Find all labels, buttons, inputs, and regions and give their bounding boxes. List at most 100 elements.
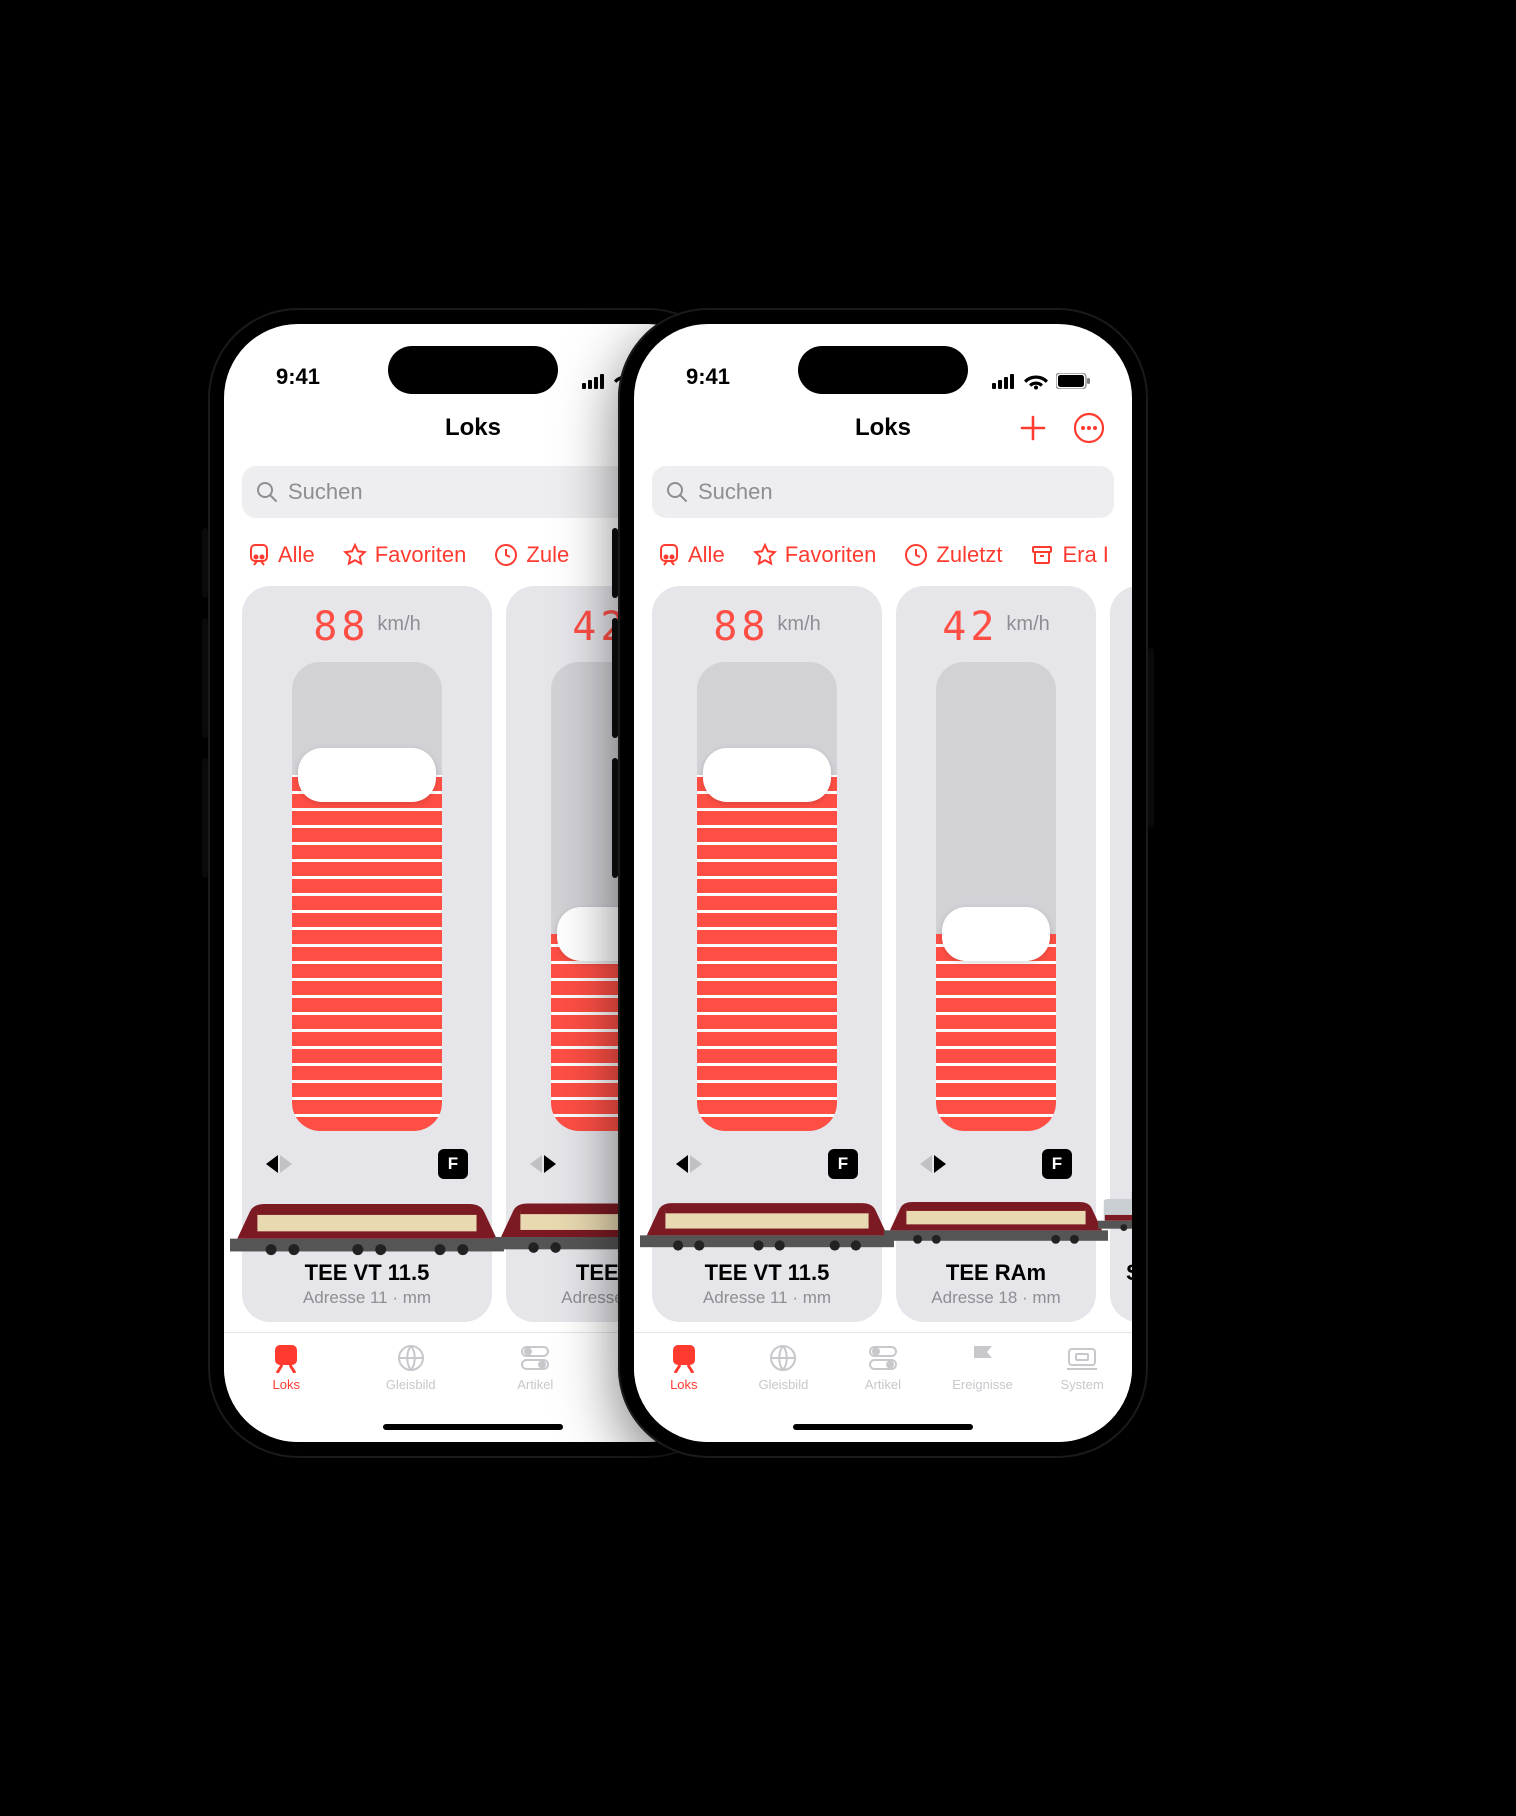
filter-favorites[interactable]: Favoriten xyxy=(343,542,467,568)
filter-fav-label: Favoriten xyxy=(375,542,467,568)
tab-gleisbild[interactable]: Gleisbild xyxy=(366,1343,456,1392)
home-indicator xyxy=(793,1424,973,1430)
device-icon xyxy=(1065,1343,1099,1373)
tab-artikel[interactable]: Artikel xyxy=(838,1343,928,1392)
tab-gleisbild[interactable]: Gleisbild xyxy=(738,1343,828,1392)
speed-slider[interactable] xyxy=(292,662,442,1131)
direction-toggle[interactable] xyxy=(676,1155,702,1173)
clock-icon xyxy=(494,543,518,567)
page-title: Loks xyxy=(855,414,911,442)
function-button[interactable]: F xyxy=(438,1149,468,1179)
direction-right-icon xyxy=(690,1155,702,1173)
function-button[interactable]: F xyxy=(828,1149,858,1179)
home-indicator xyxy=(383,1424,563,1430)
search-placeholder: Suchen xyxy=(288,479,363,505)
search-icon xyxy=(256,481,278,503)
loco-image xyxy=(884,1193,1108,1252)
loco-name: TEE RAm xyxy=(912,1260,1080,1286)
direction-toggle[interactable] xyxy=(266,1155,292,1173)
filter-recent[interactable]: Zuletzt xyxy=(904,542,1002,568)
add-button[interactable] xyxy=(1016,411,1050,445)
side-button xyxy=(612,618,618,738)
train-icon xyxy=(667,1343,701,1373)
status-time: 9:41 xyxy=(276,364,320,390)
tab-artikel[interactable]: Artikel xyxy=(490,1343,580,1392)
dynamic-island xyxy=(798,346,968,394)
filter-all[interactable]: Alle xyxy=(248,542,315,568)
side-button xyxy=(202,528,208,598)
search-field[interactable]: Suchen xyxy=(652,466,1114,518)
star-icon xyxy=(343,543,367,567)
loco-card[interactable]: 88km/h F xyxy=(652,586,882,1322)
loco-card[interactable]: 88km/h F xyxy=(242,586,492,1322)
filter-recent[interactable]: Zule xyxy=(494,542,569,568)
speed-unit: km/h xyxy=(1006,613,1049,635)
status-indicators xyxy=(992,372,1090,390)
page-title: Loks xyxy=(445,414,501,442)
side-button xyxy=(612,758,618,878)
nav-bar: Loks xyxy=(634,396,1132,460)
train-icon xyxy=(269,1343,303,1373)
loco-card[interactable]: 42 km/h F xyxy=(896,586,1096,1322)
phone-frame-right: 9:41 Loks xyxy=(618,308,1148,1458)
status-time: 9:41 xyxy=(686,364,730,390)
filter-era[interactable]: Era I xyxy=(1030,542,1108,568)
side-button xyxy=(1148,648,1154,828)
direction-left-icon xyxy=(676,1155,688,1173)
loco-subtitle: Adresse 26 · xyxy=(1126,1288,1132,1308)
dynamic-island xyxy=(388,346,558,394)
tab-ereignisse[interactable]: Ereignisse xyxy=(938,1343,1028,1392)
slider-thumb[interactable] xyxy=(942,907,1050,961)
archive-icon xyxy=(1030,543,1054,567)
direction-right-icon xyxy=(280,1155,292,1173)
plus-icon xyxy=(1018,413,1048,443)
side-button xyxy=(612,528,618,598)
slider-fill xyxy=(292,775,442,1132)
filter-recent-label: Zuletzt xyxy=(936,542,1002,568)
loco-name: TEE VT 11.5 xyxy=(668,1260,866,1286)
slider-thumb[interactable] xyxy=(703,748,831,802)
tab-label: Loks xyxy=(670,1377,697,1392)
loco-card[interactable]: 0 xyxy=(1110,586,1132,1322)
more-icon xyxy=(1073,412,1105,444)
direction-toggle[interactable] xyxy=(920,1155,946,1173)
filter-all-label: Alle xyxy=(278,542,315,568)
speed-slider[interactable] xyxy=(936,662,1056,1131)
filter-all[interactable]: Alle xyxy=(658,542,725,568)
speed-unit: km/h xyxy=(377,613,420,635)
speed-value: 42 xyxy=(942,604,998,650)
star-icon xyxy=(753,543,777,567)
loco-subtitle: Adresse 18 · mm xyxy=(912,1288,1080,1308)
function-button[interactable]: F xyxy=(1042,1149,1072,1179)
train-icon xyxy=(658,543,680,567)
tab-loks[interactable]: Loks xyxy=(241,1343,331,1392)
speed-slider[interactable] xyxy=(697,662,837,1131)
tab-loks[interactable]: Loks xyxy=(639,1343,729,1392)
tab-label: Gleisbild xyxy=(758,1377,808,1392)
filter-row: Alle Favoriten Zuletzt Era I xyxy=(634,528,1132,586)
slider-thumb[interactable] xyxy=(298,748,436,802)
loco-name: TEE VT 11.5 xyxy=(258,1260,476,1286)
filter-favorites[interactable]: Favoriten xyxy=(753,542,877,568)
tab-label: Artikel xyxy=(517,1377,553,1392)
side-button xyxy=(202,618,208,738)
direction-left-icon xyxy=(530,1155,542,1173)
loco-subtitle: Adresse 11 · mm xyxy=(668,1288,866,1308)
tab-bar: Loks Gleisbild Artikel Ereignisse System xyxy=(634,1332,1132,1442)
more-button[interactable] xyxy=(1072,411,1106,445)
slider-fill xyxy=(697,775,837,1132)
loco-image xyxy=(230,1193,504,1252)
direction-toggle[interactable] xyxy=(530,1155,556,1173)
direction-left-icon xyxy=(920,1155,932,1173)
switches-icon xyxy=(518,1343,552,1373)
wifi-icon xyxy=(1024,372,1048,390)
tab-label: Artikel xyxy=(865,1377,901,1392)
filter-fav-label: Favoriten xyxy=(785,542,877,568)
screen-right: 9:41 Loks xyxy=(634,324,1132,1442)
direction-right-icon xyxy=(934,1155,946,1173)
globe-icon xyxy=(394,1343,428,1373)
speed-value: 88 xyxy=(713,604,769,650)
flag-icon xyxy=(966,1343,1000,1373)
tab-system[interactable]: System xyxy=(1037,1343,1127,1392)
filter-recent-label: Zule xyxy=(526,542,569,568)
